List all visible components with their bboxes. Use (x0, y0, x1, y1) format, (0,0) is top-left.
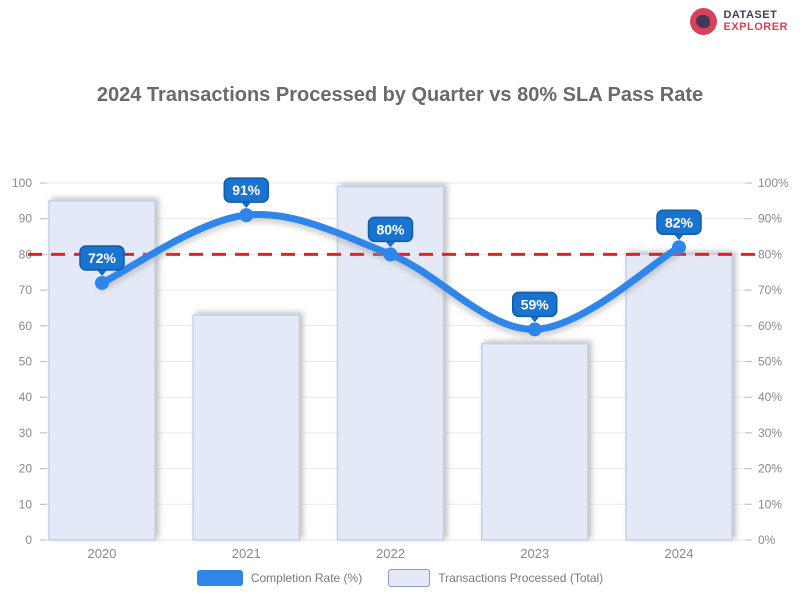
right-axis-label: 60% (758, 319, 782, 333)
chart-title: 2024 Transactions Processed by Quarter v… (96, 84, 704, 106)
right-axis-label: 80% (758, 247, 782, 261)
right-axis-label: 70% (758, 283, 782, 297)
x-axis-label-2021: 2021 (232, 546, 261, 561)
left-axis-label: 20 (19, 462, 33, 476)
left-axis-label: 40 (19, 390, 33, 404)
right-axis-label: 40% (758, 390, 782, 404)
left-axis-label: 0 (25, 533, 32, 547)
rate-point-2023[interactable] (527, 322, 542, 337)
point-label-text: 82% (665, 214, 694, 230)
brand-logo-line2: EXPLORER (723, 20, 788, 33)
point-label-bubble (223, 177, 269, 203)
bar-2024[interactable] (625, 253, 733, 541)
left-axis-label: 100 (12, 176, 32, 190)
brand-logo: DATASET EXPLORER (690, 8, 788, 35)
legend-label-rate: Completion Rate (%) (250, 571, 363, 585)
legend-item-bars[interactable]: Transactions Processed (Total) (388, 569, 603, 587)
right-axis-label: 20% (758, 462, 782, 476)
right-axis-label: 100% (758, 176, 789, 190)
right-axis-label: 90% (758, 212, 782, 226)
left-axis-label: 30 (19, 426, 33, 440)
brand-logo-line1: DATASET (723, 8, 778, 21)
rate-point-2020[interactable] (95, 275, 109, 290)
point-label-text: 80% (376, 221, 405, 237)
right-axis-label: 0% (758, 533, 776, 547)
left-axis-label: 50 (19, 355, 33, 369)
legend-swatch-rate (196, 570, 243, 586)
legend-item-rate[interactable]: Completion Rate (%) (196, 570, 363, 586)
left-axis-label: 60 (19, 319, 33, 333)
bar-2023[interactable] (481, 342, 589, 541)
rate-point-2021[interactable] (239, 208, 254, 223)
right-axis-label: 30% (758, 426, 782, 440)
right-axis-label: 50% (758, 355, 782, 369)
point-label-bubble (656, 209, 702, 236)
right-axis-label: 10% (758, 497, 782, 511)
point-label-bubble (79, 245, 125, 271)
combo-chart: 100 100%90 90%80 80%70 70%60 60%50 50%40 40%30 3… (12, 176, 789, 561)
legend-label-bars: Transactions Processed (Total) (438, 571, 604, 585)
legend-swatch-bars (388, 569, 431, 587)
bar-2021[interactable] (192, 314, 300, 541)
left-axis-label: 80 (19, 247, 33, 261)
point-label-text: 72% (88, 250, 117, 266)
x-axis-label-2024: 2024 (665, 546, 694, 561)
x-axis-label-2023: 2023 (520, 546, 549, 561)
rate-point-2024[interactable] (672, 240, 686, 255)
x-axis-label-2022: 2022 (376, 546, 405, 561)
point-label-text: 91% (232, 182, 261, 198)
chart-legend: Completion Rate (%) Transactions Process… (0, 569, 800, 587)
brand-logo-icon (690, 8, 718, 35)
point-label-bubble (367, 216, 414, 243)
x-axis-label-2020: 2020 (88, 546, 117, 561)
rate-point-2022[interactable] (383, 247, 398, 262)
point-label-text: 59% (521, 296, 550, 312)
left-axis-label: 70 (19, 283, 33, 297)
point-label-bubble (512, 291, 558, 318)
left-axis-label: 90 (19, 212, 33, 226)
brand-logo-wordmark: DATASET EXPLORER (723, 8, 788, 33)
left-axis-label: 10 (19, 497, 33, 511)
